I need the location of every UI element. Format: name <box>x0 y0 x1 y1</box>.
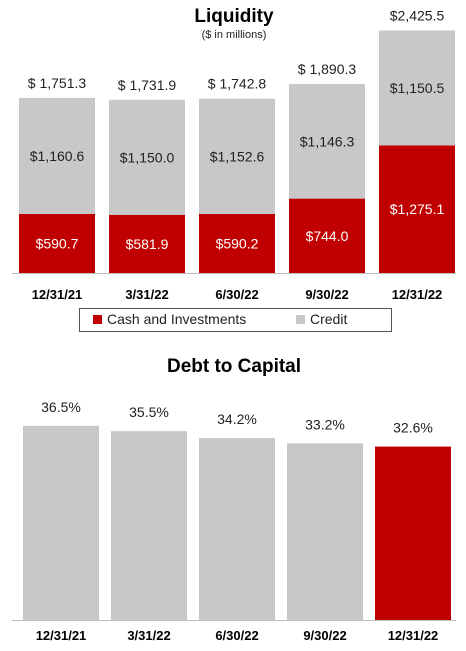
liquidity-legend: Cash and Investments Credit <box>79 308 392 332</box>
x-tick-label: 9/30/22 <box>305 287 348 302</box>
x-tick-label: 12/31/22 <box>392 287 443 302</box>
cash-value-label: $590.7 <box>36 235 79 251</box>
x-tick-label: 12/31/21 <box>36 628 87 643</box>
legend-box <box>79 308 392 332</box>
credit-bar-6-30-22 <box>199 98 275 214</box>
debt-to-capital-value-label: 35.5% <box>129 404 169 420</box>
debt-to-capital-value-label: 34.2% <box>217 411 257 427</box>
cash-bar-12-31-21 <box>19 213 95 273</box>
debt-to-capital-value-label: 32.6% <box>393 420 433 436</box>
debt-to-capital-bar-9-30-22 <box>287 443 363 620</box>
credit-bar-12-31-21 <box>19 97 95 214</box>
cash-value-label: $581.9 <box>126 236 169 252</box>
cash-bar-3-31-22 <box>109 214 185 273</box>
liquidity-subtitle: ($ in millions) <box>202 29 267 41</box>
x-tick-label: 12/31/21 <box>32 287 83 302</box>
debt-to-capital-x-axis: 12/31/21 3/31/22 6/30/22 9/30/22 12/31/22 <box>36 628 439 643</box>
cash-bar-9-30-22 <box>289 198 365 273</box>
debt-to-capital-title: Debt to Capital <box>167 356 301 377</box>
debt-to-capital-value-label: 36.5% <box>41 399 81 415</box>
debt-to-capital-bar-6-30-22 <box>199 438 275 620</box>
cash-bar-12-31-22 <box>379 145 455 273</box>
credit-bar-3-31-22 <box>109 99 185 215</box>
debt-to-capital-bar-3-31-22 <box>111 431 187 620</box>
x-tick-label: 6/30/22 <box>215 287 258 302</box>
debt-to-capital-bar-12-31-22 <box>375 446 451 620</box>
liquidity-chart: Liquidity ($ in millions) $590.7 $1,160.6… <box>12 6 456 332</box>
credit-value-label: $1,146.3 <box>300 133 355 149</box>
credit-value-label: $1,150.5 <box>390 80 445 96</box>
legend-label-credit: Credit <box>310 311 347 327</box>
total-value-label: $ 1,742.8 <box>208 76 267 92</box>
x-tick-label: 12/31/22 <box>388 628 439 643</box>
credit-value-label: $1,160.6 <box>30 148 85 164</box>
cash-bar-6-30-22 <box>199 213 275 273</box>
credit-bar-9-30-22 <box>289 83 365 199</box>
credit-value-label: $1,150.0 <box>120 149 175 165</box>
total-value-label: $ 1,731.9 <box>118 77 177 93</box>
credit-value-label: $1,152.6 <box>210 148 265 164</box>
debt-to-capital-bar-12-31-21 <box>23 425 99 620</box>
cash-value-label: $744.0 <box>306 228 349 244</box>
debt-to-capital-bars: 36.5% 35.5% 34.2% 33.2% 32.6% <box>23 399 451 620</box>
liquidity-bars: $590.7 $1,160.6 $ 1,751.3 $581.9 $1,150.0 $ 1… <box>19 7 455 273</box>
cash-value-label: $590.2 <box>216 235 259 251</box>
x-tick-label: 6/30/22 <box>215 628 258 643</box>
legend-label-cash: Cash and Investments <box>107 311 246 327</box>
debt-to-capital-chart: Debt to Capital 36.5% 35.5% 34.2% 33.2% 32.6… <box>12 356 456 643</box>
total-value-label: $2,425.5 <box>390 7 445 23</box>
debt-to-capital-value-label: 33.2% <box>305 416 345 432</box>
total-value-label: $ 1,751.3 <box>28 75 87 91</box>
credit-bar-12-31-22 <box>379 30 455 146</box>
liquidity-title: Liquidity <box>194 6 274 27</box>
total-value-label: $ 1,890.3 <box>298 61 357 77</box>
cash-value-label: $1,275.1 <box>390 201 445 217</box>
legend-swatch-cash <box>93 315 102 324</box>
legend-swatch-credit <box>296 315 305 324</box>
x-tick-label: 9/30/22 <box>303 628 346 643</box>
x-tick-label: 3/31/22 <box>125 287 168 302</box>
x-tick-label: 3/31/22 <box>127 628 170 643</box>
liquidity-x-axis: 12/31/21 3/31/22 6/30/22 9/30/22 12/31/22 <box>32 287 443 302</box>
